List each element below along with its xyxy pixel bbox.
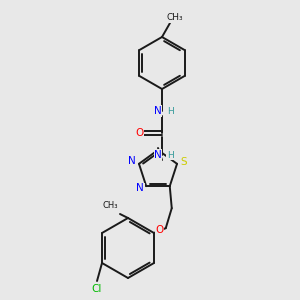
Text: N: N xyxy=(154,106,162,116)
Text: H: H xyxy=(167,106,173,116)
Text: O: O xyxy=(135,128,143,138)
Text: S: S xyxy=(181,157,187,167)
Text: N: N xyxy=(154,150,162,160)
Text: N: N xyxy=(128,156,136,166)
Text: CH₃: CH₃ xyxy=(102,200,118,209)
Text: H: H xyxy=(167,151,173,160)
Text: N: N xyxy=(136,183,144,193)
Text: Cl: Cl xyxy=(92,284,102,294)
Text: CH₃: CH₃ xyxy=(167,14,183,22)
Text: O: O xyxy=(156,225,164,235)
